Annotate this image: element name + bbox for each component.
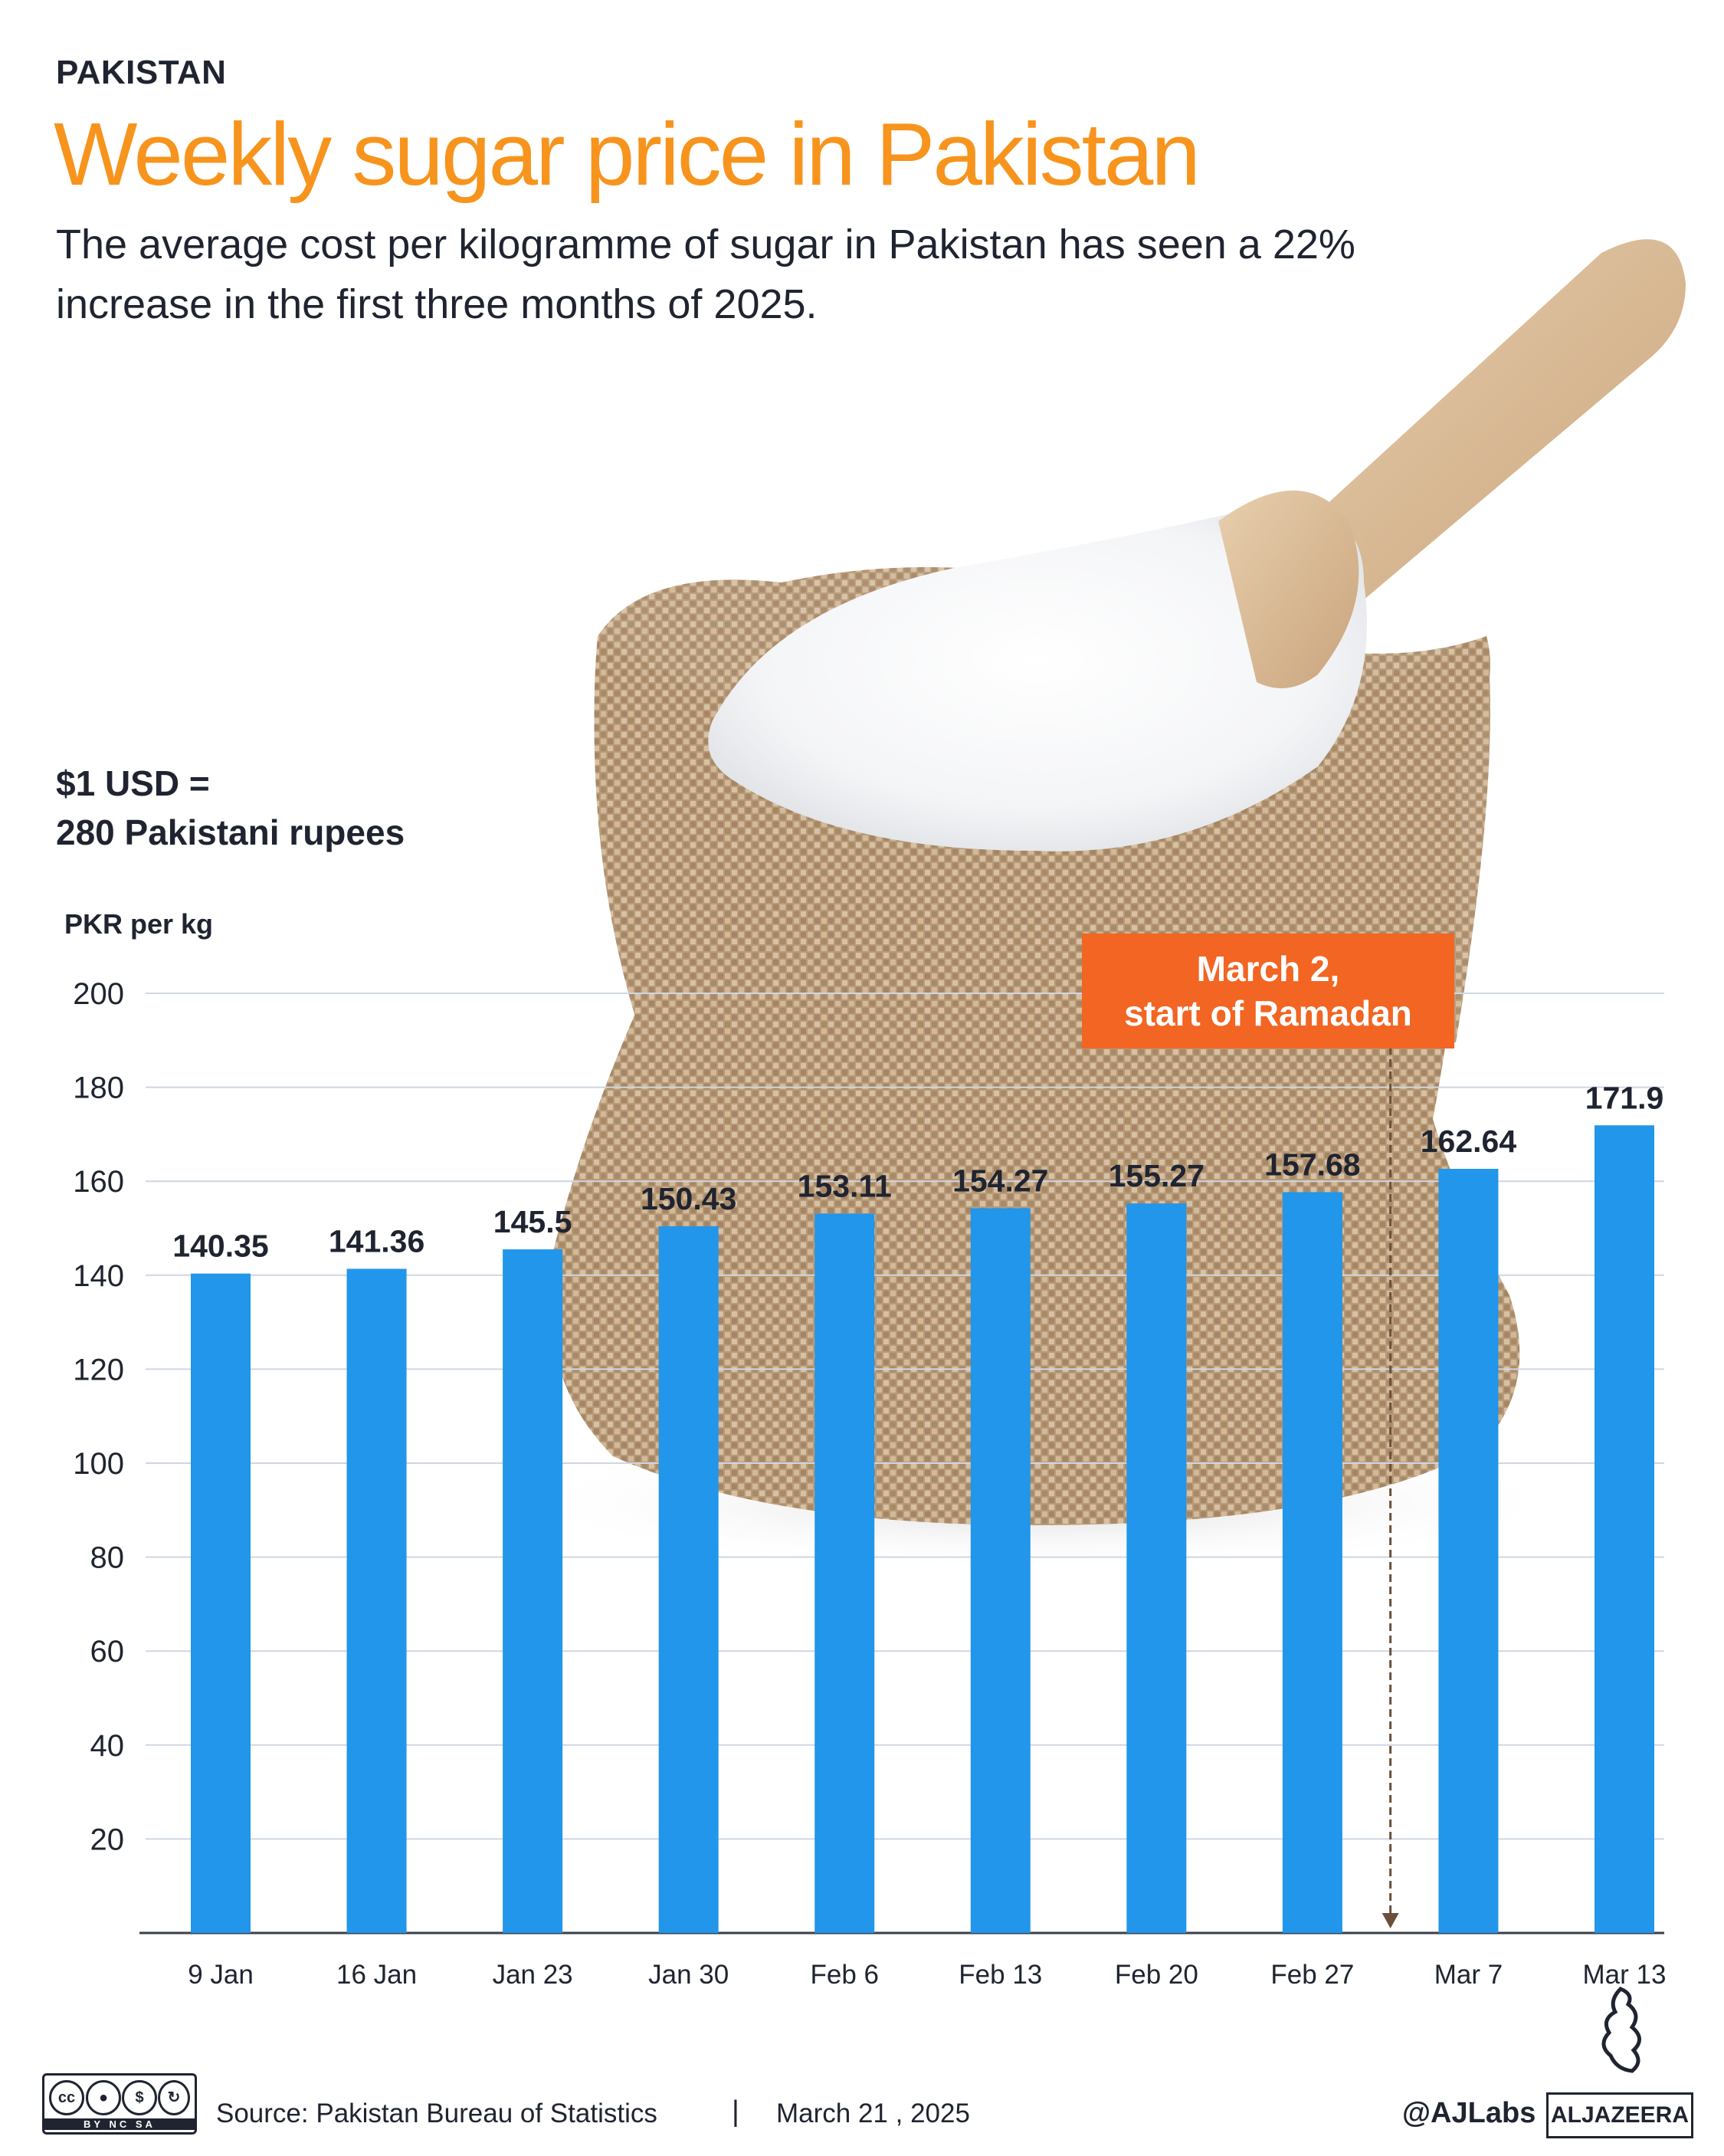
y-axis-label: PKR per kg bbox=[64, 908, 214, 940]
bar bbox=[658, 1226, 719, 1933]
aljazeera-wordmark: ALJAZEERA bbox=[1546, 2092, 1693, 2138]
data-label: 145.5 bbox=[493, 1204, 572, 1239]
data-label: 153.11 bbox=[798, 1168, 892, 1203]
y-tick-label: 120 bbox=[73, 1353, 124, 1386]
x-tick-label: Mar 7 bbox=[1434, 1960, 1503, 1990]
y-tick-label: 100 bbox=[73, 1447, 124, 1481]
annotation-line2: start of Ramadan bbox=[1124, 993, 1412, 1033]
publish-date: March 21 , 2025 bbox=[776, 2099, 970, 2128]
x-tick-label: Jan 23 bbox=[493, 1960, 573, 1990]
bar bbox=[814, 1213, 875, 1933]
source-note: Source: Pakistan Bureau of Statistics bbox=[216, 2099, 657, 2128]
chart-subtitle: The average cost per kilogramme of sugar… bbox=[56, 222, 1355, 327]
x-tick-label: Mar 13 bbox=[1583, 1960, 1667, 1990]
exchange-rate-line1: $1 USD = bbox=[56, 763, 210, 803]
y-tick-label: 180 bbox=[73, 1071, 124, 1105]
bar bbox=[1438, 1169, 1499, 1933]
x-tick-label: 16 Jan bbox=[336, 1960, 417, 1990]
data-label: 150.43 bbox=[641, 1181, 736, 1216]
x-tick-label: Jan 30 bbox=[648, 1960, 729, 1990]
x-tick-label: Feb 6 bbox=[810, 1960, 879, 1990]
x-tick-label: Feb 27 bbox=[1270, 1960, 1354, 1990]
y-tick-label: 60 bbox=[90, 1635, 125, 1669]
exchange-rate-note: $1 USD = 280 Pakistani rupees bbox=[56, 759, 405, 857]
y-tick-label: 80 bbox=[90, 1541, 125, 1575]
footer-separator: | bbox=[732, 2095, 739, 2128]
bar bbox=[191, 1273, 251, 1933]
chart-title: Weekly sugar price in Pakistan bbox=[54, 104, 1201, 204]
exchange-rate-line2: 280 Pakistani rupees bbox=[56, 812, 405, 852]
bar bbox=[970, 1208, 1031, 1933]
y-tick-label: 20 bbox=[90, 1823, 125, 1856]
creative-commons-badge: cc ● $ ↻ BY NC SA bbox=[42, 2073, 197, 2135]
ajlabs-handle: @AJLabs bbox=[1402, 2097, 1536, 2129]
bar bbox=[1595, 1125, 1654, 1933]
y-tick-label: 40 bbox=[90, 1729, 125, 1763]
bar bbox=[1126, 1203, 1187, 1933]
y-tick-label: 140 bbox=[73, 1259, 124, 1293]
license-tags: BY NC SA bbox=[44, 2118, 195, 2130]
aljazeera-logo-icon bbox=[1601, 1987, 1641, 2073]
cc-icon: cc bbox=[49, 2080, 84, 2115]
data-label: 154.27 bbox=[952, 1163, 1048, 1198]
x-tick-label: Feb 13 bbox=[959, 1960, 1042, 1990]
annotation-line1: March 2, bbox=[1197, 949, 1340, 989]
x-tick-label: Feb 20 bbox=[1115, 1960, 1198, 1990]
bar bbox=[1282, 1192, 1342, 1933]
data-label: 157.68 bbox=[1264, 1147, 1360, 1182]
bar bbox=[346, 1268, 407, 1933]
data-label: 162.64 bbox=[1421, 1124, 1517, 1159]
sa-icon: ↻ bbox=[158, 2080, 190, 2115]
bar bbox=[503, 1249, 563, 1933]
y-tick-label: 200 bbox=[73, 977, 124, 1011]
annotation-box bbox=[1082, 934, 1454, 1048]
data-label: 141.36 bbox=[329, 1223, 424, 1258]
x-tick-label: 9 Jan bbox=[188, 1960, 254, 1990]
data-label: 155.27 bbox=[1109, 1158, 1205, 1193]
data-label: 140.35 bbox=[172, 1229, 268, 1264]
kicker: PAKISTAN bbox=[56, 54, 227, 91]
by-icon: ● bbox=[86, 2080, 121, 2115]
nc-icon: $ bbox=[122, 2080, 157, 2115]
data-label: 171.9 bbox=[1585, 1080, 1664, 1115]
annotation-arrow-icon bbox=[1381, 1913, 1399, 1928]
y-tick-label: 160 bbox=[73, 1165, 124, 1199]
